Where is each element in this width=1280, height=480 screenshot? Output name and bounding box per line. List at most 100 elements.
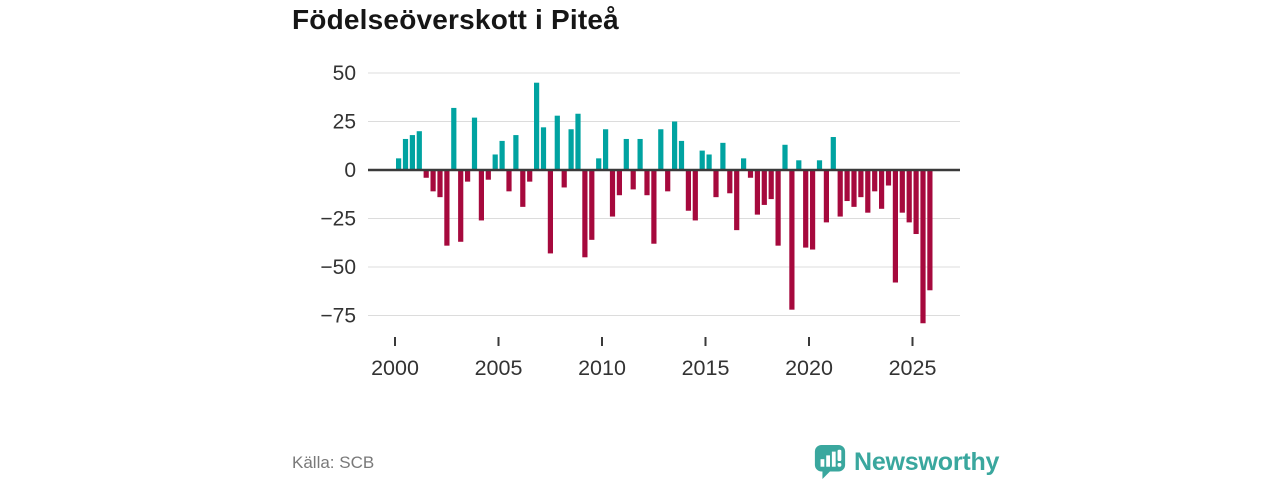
bar-2001-t1 [416,131,422,170]
bar-2022-t3 [865,170,871,213]
chart-title: Födelseöverskott i Piteå [292,4,619,35]
bar-2003-t1 [458,170,464,242]
bar-2017-t2 [754,170,760,215]
x-tick-label: 2010 [578,356,626,380]
bar-2015-t3 [720,142,726,170]
bar-2014-t2 [692,170,698,221]
bar-2020-t3 [823,170,829,223]
logo-bar-tall [831,451,836,467]
bar-2001-t3 [430,170,436,192]
bar-2024-t3 [906,170,912,223]
bar-2016-t1 [727,170,733,194]
bar-2018-t2 [775,170,781,246]
bar-2004-t2 [485,170,491,180]
bar-2004-t1 [478,170,484,221]
bar-2008-t3 [575,113,581,170]
bar-2016-t2 [734,170,740,231]
bar-2019-t1 [789,170,795,310]
bar-2010-t1 [603,129,609,170]
source-note: Källa: SCB [292,453,375,472]
newsworthy-logo-icon [814,445,846,479]
bar-2009-t3 [596,158,602,170]
bar-2000-t1 [396,158,402,170]
y-tick-label: 50 [333,62,356,85]
bar-2021-t2 [837,170,843,217]
bar-2006-t1 [520,170,526,207]
bar-2022-t2 [858,170,864,198]
bar-2005-t3 [513,135,519,170]
bar-2024-t1 [892,170,898,283]
bar-2017-t1 [747,170,754,178]
bar-2002-t3 [451,107,457,170]
bar-2011-t2 [630,170,636,190]
bar-2002-t1 [437,170,443,198]
x-tick-label: 2025 [889,356,937,380]
bar-2002-t2 [444,170,450,246]
bar-2008-t2 [568,129,574,170]
bar-2020-t2 [816,160,823,170]
bar-2014-t1 [685,170,691,211]
bar-2013-t1 [665,170,671,192]
bar-2021-t3 [844,170,850,202]
bar-2014-t3 [699,150,705,170]
bar-2009-t1 [582,170,588,258]
bar-2008-t1 [561,170,567,188]
bar-2004-t3 [492,154,498,170]
bar-2023-t2 [879,170,885,209]
bar-2025-t2 [920,170,926,324]
bar-2012-t3 [658,129,664,170]
newsworthy-brand: Newsworthy [813,443,999,480]
bar-2003-t3 [471,117,478,170]
bar-2023-t1 [872,170,878,192]
bar-2011-t3 [637,138,643,170]
bar-2024-t2 [899,170,905,213]
bar-2011-t1 [623,138,629,170]
y-tick-label: −50 [320,256,356,279]
bar-2018-t3 [782,144,788,170]
bar-2017-t3 [761,170,767,205]
bar-2005-t1 [499,140,505,170]
bar-2007-t3 [554,115,560,170]
x-tick-label: 2020 [785,356,833,380]
bar-2010-t2 [609,170,616,217]
bar-2015-t2 [713,170,719,198]
bar-2000-t3 [409,135,415,170]
bar-2023-t3 [885,170,892,186]
bar-2009-t2 [589,170,595,240]
y-tick-label: −75 [320,305,356,328]
bar-2020-t1 [810,170,816,250]
brand-name: Newsworthy [854,447,1000,476]
bar-2012-t1 [644,170,650,196]
y-tick-label: 25 [333,111,356,134]
bar-2007-t2 [547,170,553,254]
y-tick-label: −25 [320,208,356,231]
bar-2001-t2 [423,170,429,178]
bar-2007-t1 [540,127,547,170]
bar-2025-t1 [913,170,919,235]
bar-2013-t2 [672,121,678,170]
bar-2005-t2 [506,170,512,192]
y-tick-label: 0 [344,159,356,182]
logo-bar-small [820,459,825,467]
bar-2006-t2 [527,170,533,182]
bar-2019-t3 [803,170,809,248]
bar-2000-t2 [402,138,409,170]
bar-2013-t3 [678,140,685,170]
bar-2015-t1 [706,154,712,170]
x-tick-label: 2005 [475,356,523,380]
bar-2016-t3 [741,158,747,170]
bar-2021-t1 [830,137,836,170]
logo-exclamation-bar [837,449,842,462]
bar-2010-t3 [616,170,622,196]
logo-bar-medium [826,455,830,467]
bar-2019-t2 [796,160,802,170]
bar-2022-t1 [851,170,857,207]
logo-exclamation-dot [837,462,842,467]
bar-2006-t3 [534,82,540,170]
bar-2018-t1 [768,170,774,200]
bar-2003-t2 [465,170,471,182]
bar-2025-t3 [927,170,933,291]
x-tick-label: 2000 [371,356,419,380]
